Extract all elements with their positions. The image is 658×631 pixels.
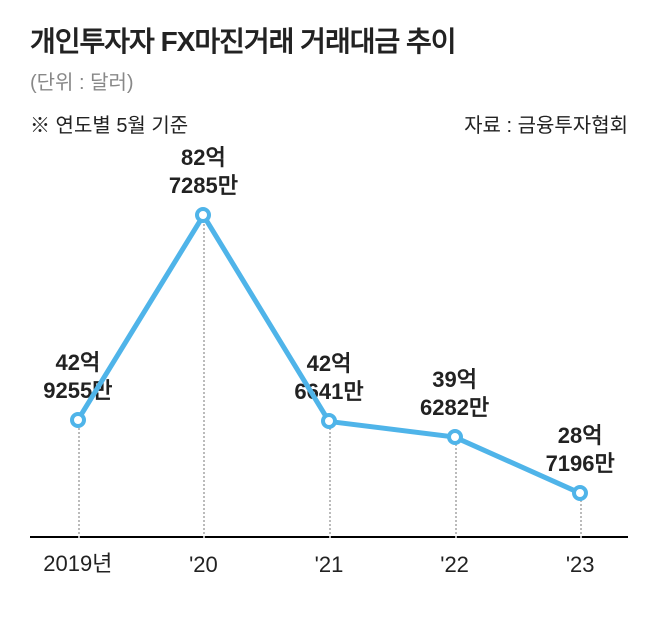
data-point: [572, 485, 588, 501]
data-point: [321, 413, 337, 429]
data-point: [70, 412, 86, 428]
plot-area: 2019년42억9255만'2082억7285만'2142억6641만'2239…: [30, 148, 628, 578]
chart-title: 개인투자자 FX마진거래 거래대금 추이: [30, 20, 628, 60]
fx-margin-chart: 개인투자자 FX마진거래 거래대금 추이 (단위 : 달러) ※ 연도별 5월 …: [0, 0, 658, 631]
series-line: [78, 215, 580, 493]
chart-note: ※ 연도별 5월 기준: [30, 109, 188, 138]
note-row: ※ 연도별 5월 기준 자료 : 금융투자협회: [30, 109, 628, 138]
line-path: [30, 148, 628, 578]
data-point: [195, 207, 211, 223]
data-point: [447, 429, 463, 445]
chart-source: 자료 : 금융투자협회: [464, 109, 628, 138]
chart-unit: (단위 : 달러): [30, 66, 628, 95]
